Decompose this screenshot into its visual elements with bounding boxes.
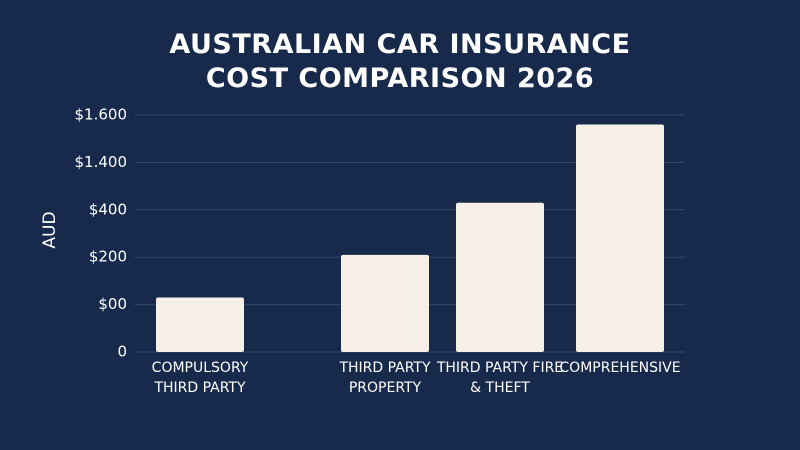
y-tick-label: $00 (98, 295, 127, 313)
x-tick-label: COMPREHENSIVE (559, 360, 681, 376)
x-tick-label: COMPULSORY THIRD PARTY (151, 360, 249, 396)
y-tick-label: 0 (117, 343, 127, 361)
x-tick-label: THIRD PARTY FIRE & THEFT (436, 360, 564, 396)
y-tick-label: $1.400 (75, 153, 128, 171)
chart-title: AUSTRALIAN CAR INSURANCE COST COMPARISON… (169, 29, 631, 94)
y-axis-label: AUD (40, 211, 60, 248)
bar (576, 124, 664, 352)
y-tick-label: $200 (89, 248, 127, 266)
x-tick-label: THIRD PARTY PROPERTY (339, 360, 431, 396)
bar (341, 254, 429, 352)
y-tick-label: $400 (89, 200, 127, 218)
y-tick-label: $1.600 (75, 106, 128, 124)
bar (456, 202, 544, 352)
bar (156, 297, 244, 352)
